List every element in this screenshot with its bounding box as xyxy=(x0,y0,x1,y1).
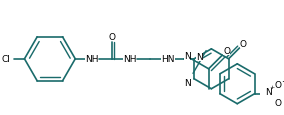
Text: O: O xyxy=(240,40,247,49)
Text: HN: HN xyxy=(161,55,175,64)
Text: O: O xyxy=(275,98,282,107)
Text: N: N xyxy=(265,87,272,96)
Text: +: + xyxy=(269,84,274,89)
Text: O: O xyxy=(275,80,282,89)
Text: Cl: Cl xyxy=(1,55,10,64)
Text: N: N xyxy=(184,51,191,60)
Text: NH: NH xyxy=(85,55,98,64)
Text: NH: NH xyxy=(123,55,136,64)
Text: O: O xyxy=(109,32,116,41)
Text: N: N xyxy=(196,52,203,61)
Text: N: N xyxy=(184,78,191,87)
Text: −: − xyxy=(281,77,284,86)
Text: O: O xyxy=(223,47,230,56)
